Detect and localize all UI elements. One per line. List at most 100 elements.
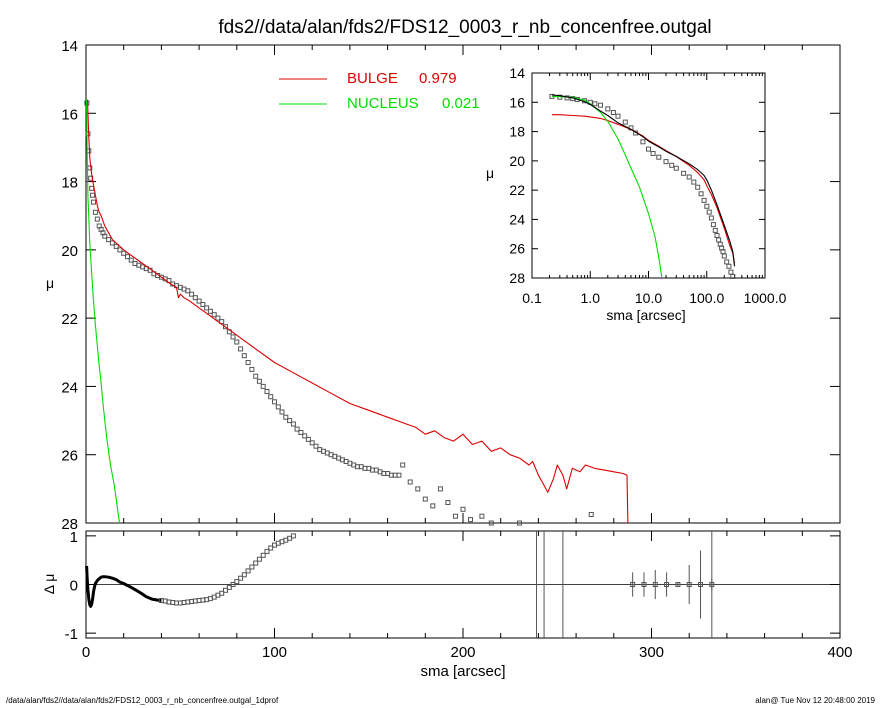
data-series-point	[275, 404, 281, 410]
inset-data-series-point	[564, 95, 570, 101]
inset-data-series-point	[726, 263, 732, 269]
inset-y-tick-label: 18	[509, 124, 525, 140]
data-series-point	[260, 383, 266, 389]
data-series-point	[215, 315, 221, 321]
inset-data-series-point	[650, 151, 656, 156]
legend: BULGE 0.979 NUCLEUS 0.021	[279, 70, 480, 112]
data-series-point	[185, 288, 191, 294]
data-series-point	[253, 373, 259, 379]
residual-data-series-point	[234, 579, 240, 585]
inset-data-series-point	[622, 119, 628, 125]
inset-y-tick-label: 24	[509, 211, 525, 227]
residual-y-tick-label: 1	[70, 529, 78, 546]
residual-data-series-point	[264, 548, 270, 554]
inset-plot-frame	[531, 72, 766, 279]
inset-data-series-point	[708, 215, 714, 221]
data-series-point	[109, 240, 115, 246]
inset-data-series-point	[721, 253, 727, 259]
data-series-point	[91, 199, 96, 205]
data-series-point	[445, 500, 451, 505]
inset-plot: 14 16 18 20 22 24 26 28 0.1 1.0 10.0 100.0 1000.0 μ…	[486, 65, 787, 323]
residual-data-series-point	[245, 568, 251, 574]
residual-outer-points-point	[630, 582, 636, 587]
residual-outer-points-point	[641, 582, 647, 587]
data-series-point	[196, 298, 202, 304]
residual-plot: 10-1 0 100 200 300 400 Δ μ sma [arcsec]	[41, 529, 853, 680]
inset-data-series-point	[673, 165, 679, 171]
main-y-tick-label: 24	[61, 379, 78, 396]
inset-nucleus-series-line	[551, 95, 663, 279]
data-series-point	[128, 257, 134, 263]
data-series-point	[407, 479, 413, 485]
residual-data-series-point	[253, 560, 259, 566]
data-series-point	[396, 472, 402, 478]
main-series-layer	[84, 99, 629, 526]
legend-nucleus-value: 0.021	[442, 95, 480, 112]
data-series-point	[468, 517, 473, 523]
data-series-point	[94, 216, 100, 222]
inset-data-series-point	[701, 197, 707, 203]
main-y-tick-label: 22	[61, 311, 78, 328]
main-x-ticks	[85, 45, 841, 523]
main-y-tick-label: 14	[61, 38, 78, 55]
data-series-point	[430, 503, 436, 509]
data-series-point	[106, 237, 112, 243]
inset-data-series-point	[730, 274, 736, 279]
residual-y-tick-label: 0	[70, 578, 78, 595]
data-series-point	[125, 254, 130, 260]
inset-x-axis-label: sma [arcsec]	[606, 307, 685, 323]
data-series-point	[234, 339, 240, 345]
inset-y-tick-label: 22	[509, 182, 525, 198]
inset-y-tick-label: 28	[509, 270, 525, 286]
residual-data-series-point	[260, 552, 266, 558]
inset-data-series-point	[656, 154, 662, 160]
data-series-point	[588, 512, 594, 517]
main-y-ticks: 14 16 18 20 22 24 26 28	[61, 38, 840, 533]
data-series-point	[517, 520, 522, 526]
data-series-point	[230, 334, 236, 340]
data-series-point	[90, 192, 96, 198]
inset-data-series-point	[610, 110, 616, 115]
data-series-point	[488, 520, 494, 526]
data-series-point	[256, 378, 262, 384]
data-series-point	[241, 353, 247, 359]
residual-x-ticks: 0 100 200 300 400	[82, 531, 853, 661]
data-series-point	[313, 443, 319, 449]
inset-data-series-point	[669, 162, 675, 168]
inset-data-series-point	[710, 222, 716, 228]
data-series-point	[279, 409, 285, 415]
data-series-point	[415, 486, 421, 492]
residual-data-series-point	[226, 584, 232, 590]
legend-bulge-value: 0.979	[419, 70, 457, 87]
legend-nucleus-name: NUCLEUS	[347, 95, 419, 112]
data-series-point	[437, 486, 443, 492]
inset-bulge-series-line	[551, 114, 736, 264]
main-y-tick-label: 20	[61, 243, 78, 260]
residual-x-tick-label: 200	[450, 644, 475, 661]
inset-y-tick-label: 20	[509, 153, 525, 169]
data-series-point	[102, 233, 108, 239]
inset-data-series-point	[704, 203, 710, 209]
inset-y-tick-label: 26	[509, 241, 525, 257]
inset-x-tick-label: 0.1	[522, 290, 542, 306]
legend-bulge-name: BULGE	[347, 70, 398, 87]
residual-x-tick-label: 300	[639, 644, 664, 661]
data-series-point	[264, 389, 270, 394]
inset-y-tick-label: 14	[509, 65, 525, 81]
data-series-point	[272, 399, 277, 405]
residual-data-series-point	[256, 556, 262, 562]
data-series-point	[422, 496, 428, 502]
inset-data-series-point	[681, 170, 687, 176]
inset-model-series-line	[551, 94, 736, 267]
data-series-point	[268, 394, 274, 400]
residual-x-tick-label: 100	[262, 644, 287, 661]
inset-x-ticks: 0.1 1.0 10.0 100.0 1000.0	[522, 73, 787, 306]
residual-data-series-point	[230, 582, 236, 587]
data-series-point	[305, 436, 311, 442]
data-series-point	[309, 440, 315, 446]
data-series-point	[245, 360, 251, 365]
inset-series-layer	[549, 93, 736, 279]
data-series-point	[249, 366, 255, 372]
data-series-point	[238, 346, 244, 352]
